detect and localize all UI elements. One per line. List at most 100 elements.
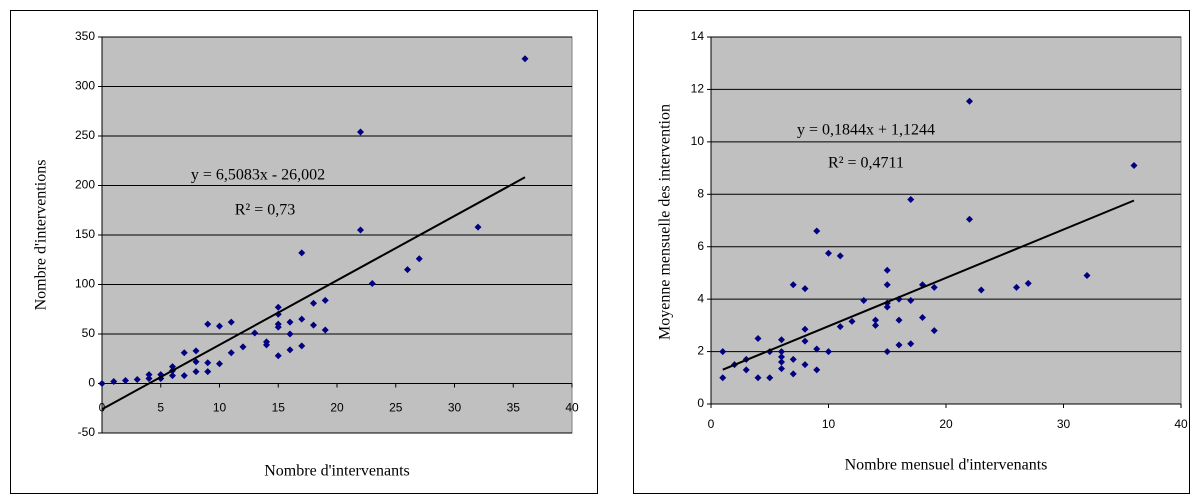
scatter-point [133,376,141,384]
y-tick-label: 2 [697,344,704,358]
scatter-point [719,374,727,382]
x-tick-label: 30 [1057,417,1071,431]
scatter-point [298,342,306,350]
scatter-point [1083,272,1091,280]
scatter-point [169,372,176,380]
scatter-point [404,266,411,274]
scatter-point [919,313,926,321]
scatter-point [801,285,809,293]
scatter-point [227,349,235,357]
y-tick-label: 0 [697,396,704,410]
y-tick-label: -50 [78,425,96,439]
scatter-point [298,249,306,257]
x-tick-label: 30 [448,401,462,415]
x-tick-label: 35 [507,401,521,415]
scatter-point [778,365,785,373]
scatter-point [930,283,938,291]
scatter-point [192,368,200,376]
x-axis-label: Nombre d'intervenants [264,463,410,480]
scatter-point [895,341,903,349]
scatter-point [789,370,797,378]
x-tick-label: 10 [822,417,836,431]
y-tick-label: 50 [82,326,96,340]
scatter-point [310,299,317,307]
x-tick-label: 40 [1174,417,1188,431]
y-tick-label: 150 [75,227,95,241]
scatter-point [801,325,809,333]
scatter-point [883,281,891,289]
x-tick-label: 5 [157,401,164,415]
scatter-point [274,303,282,311]
y-tick-label: 4 [697,291,704,305]
x-tick-label: 20 [939,417,953,431]
scatter-point [192,347,200,355]
scatter-point [966,215,973,223]
y-tick-label: 14 [691,29,705,43]
scatter-point [286,318,294,326]
scatter-point [227,318,235,326]
x-tick-label: 0 [708,417,715,431]
scatter-point [368,280,376,288]
x-tick-label: 10 [213,401,227,415]
scatter-point [180,372,188,380]
scatter-point [1024,279,1032,287]
scatter-point [180,349,188,357]
x-tick-label: 20 [330,401,344,415]
trendline [101,176,526,411]
scatter-point [204,320,212,328]
x-tick-label: 40 [565,401,579,415]
scatter-point [1130,161,1138,169]
scatter-point [169,363,176,371]
scatter-point [274,323,282,331]
scatter-point [204,368,212,376]
scatter-point [145,375,153,383]
scatter-point [204,359,212,367]
scatter-point [192,358,200,366]
scatter-point [907,196,915,204]
y-axis-label: Nombre d'interventions [33,160,50,311]
scatter-point [754,334,762,342]
y-tick-label: 12 [691,82,705,96]
scatter-point [321,326,329,334]
scatter-point [778,358,785,366]
scatter-point [825,249,832,257]
scatter-point [357,128,364,136]
scatter-point [907,340,915,348]
scatter-point [298,315,306,323]
y-tick-label: 10 [691,134,705,148]
scatter-point [274,352,282,360]
y-tick-label: 200 [75,178,95,192]
scatter-point [742,366,750,374]
scatter-point [145,371,153,379]
y-tick-label: 6 [697,239,704,253]
scatter-point [813,366,821,374]
scatter-point [907,296,915,304]
y-tick-label: 350 [75,29,95,43]
scatter-point [883,266,891,274]
scatter-point [860,296,868,304]
scatter-point [239,343,247,351]
scatter-point [778,348,785,356]
scatter-point [216,360,223,368]
scatter-point [719,348,727,356]
scatter-point [801,337,809,345]
scatter-point [872,321,879,329]
y-tick-label: 8 [697,186,704,200]
scatter-point [813,227,821,235]
scatter-point [789,281,797,289]
scatter-point [310,321,317,329]
r-squared: R² = 0,4711 [828,155,904,172]
scatter-point [216,322,223,330]
scatter-point [778,336,785,344]
scatter-point [474,223,482,231]
scatter-point [836,323,844,331]
scatter-point [825,348,832,356]
scatter-point [930,327,938,335]
scatter-point [1013,283,1020,291]
scatter-point [321,296,329,304]
trendline [722,199,1135,371]
scatter-point [754,374,762,382]
y-tick-label: 100 [75,277,95,291]
scatter-point [263,341,270,349]
